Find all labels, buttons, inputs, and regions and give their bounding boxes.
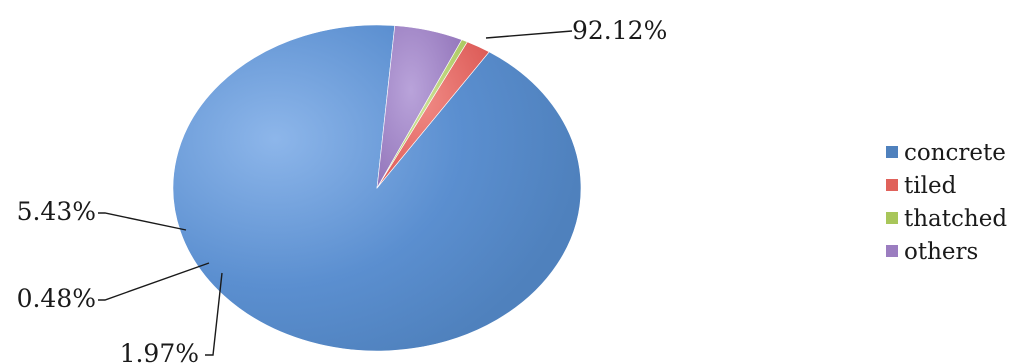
legend-label-others: others	[904, 239, 978, 265]
leader-line-others	[98, 212, 187, 231]
data-label-concrete: 92.12%	[572, 16, 667, 45]
legend-swatch-tiled	[886, 179, 898, 191]
leader-line-concrete	[485, 30, 573, 39]
leader-line-tiled	[205, 272, 223, 356]
pie-slices	[172, 24, 582, 352]
legend-swatch-thatched	[886, 212, 898, 224]
data-label-thatched: 0.48%	[17, 284, 96, 313]
legend-label-concrete: concrete	[904, 140, 1006, 166]
data-labels: 92.12% 5.43% 0.48% 1.97%	[17, 16, 668, 364]
data-label-others: 5.43%	[17, 197, 96, 226]
leader-lines	[98, 30, 573, 356]
legend-label-thatched: thatched	[904, 206, 1007, 232]
legend-swatch-concrete	[886, 146, 898, 158]
leader-line-thatched	[98, 262, 210, 301]
legend: concrete tiled thatched others	[886, 140, 1007, 265]
data-label-tiled: 1.97%	[120, 339, 199, 364]
legend-swatch-others	[886, 245, 898, 257]
legend-label-tiled: tiled	[904, 173, 957, 199]
slice-others	[376, 25, 463, 189]
